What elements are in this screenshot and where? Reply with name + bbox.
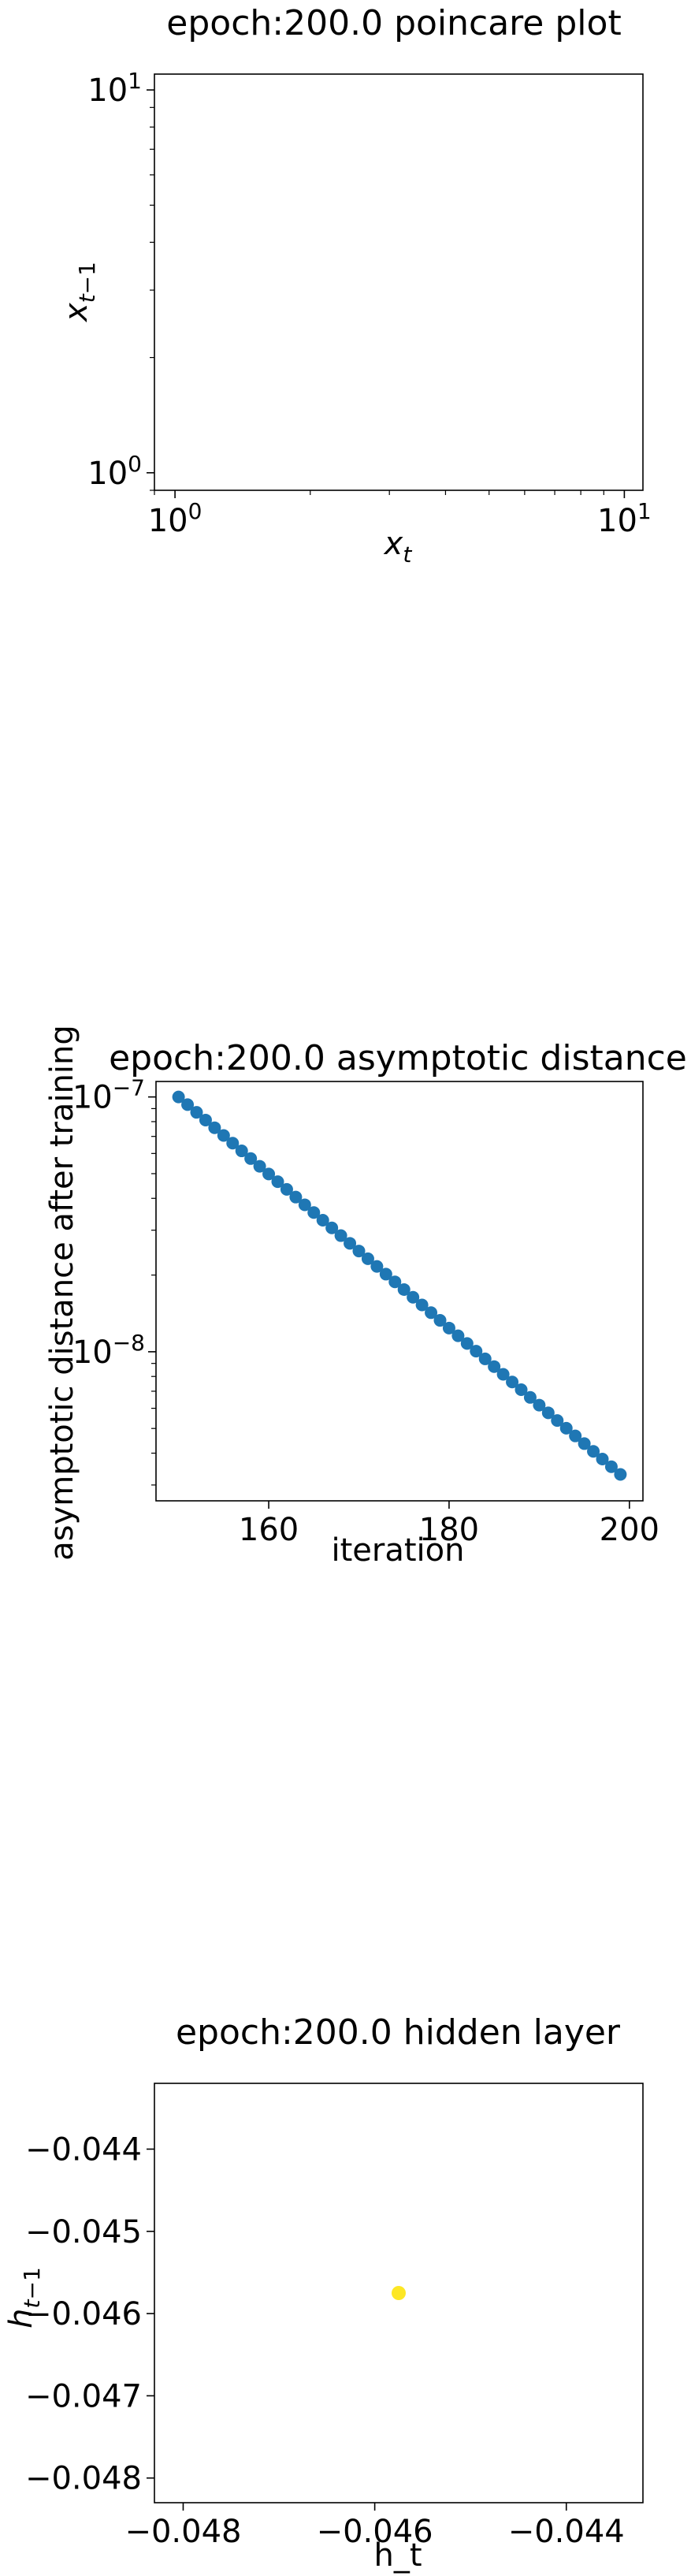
- asymptotic-point: [235, 1145, 248, 1158]
- asymptotic-point: [460, 1337, 474, 1350]
- asymptotic-point: [541, 1406, 555, 1420]
- hidden-y-tick-label: −0.044: [25, 2131, 142, 2168]
- asymptotic-point: [379, 1268, 392, 1281]
- poincare-y-axis: 100 101: [87, 68, 154, 492]
- asymptotic-point: [506, 1375, 519, 1389]
- asymptotic-x-tick-label: 200: [600, 1512, 659, 1548]
- hidden-y-tick-label: −0.045: [25, 2214, 142, 2250]
- asymptotic-point: [298, 1198, 311, 1212]
- asymptotic-point: [244, 1152, 258, 1165]
- asymptotic-point: [289, 1190, 303, 1204]
- asymptotic-point: [172, 1090, 185, 1104]
- asymptotic-point: [307, 1206, 321, 1219]
- asymptotic-point: [478, 1352, 492, 1365]
- hidden-y-tick-label: −0.046: [25, 2296, 142, 2332]
- asymptotic-point: [370, 1260, 384, 1273]
- asymptotic-y-tick-label: 10−8: [72, 1330, 145, 1371]
- asymptotic-point: [361, 1252, 374, 1265]
- asymptotic-point: [316, 1213, 329, 1227]
- asymptotic-point: [271, 1175, 284, 1189]
- hidden-ylabel: ht−1: [3, 2267, 45, 2328]
- asymptotic-point: [559, 1421, 573, 1435]
- asymptotic-title: epoch:200.0 asymptotic distance: [109, 1038, 687, 1078]
- asymptotic-xlabel: iteration: [332, 1532, 465, 1569]
- hidden-xlabel: h_t: [373, 2537, 422, 2574]
- hidden-y-tick-label: −0.048: [25, 2461, 142, 2497]
- asymptotic-point: [433, 1314, 447, 1327]
- asymptotic-point: [397, 1282, 411, 1296]
- hidden-plot-area: [154, 2083, 644, 2503]
- asymptotic-point: [425, 1306, 438, 1320]
- asymptotic-y-axis: 10−8 10−7: [72, 1075, 156, 1486]
- asymptotic-point: [253, 1160, 266, 1173]
- poincare-plot-area: [154, 73, 644, 491]
- asymptotic-point: [551, 1414, 564, 1428]
- asymptotic-point: [515, 1383, 528, 1397]
- asymptotic-point: [262, 1167, 276, 1181]
- asymptotic-point: [325, 1221, 339, 1234]
- poincare-title: epoch:200.0 poincare plot: [166, 3, 621, 43]
- asymptotic-point: [451, 1329, 465, 1342]
- asymptotic-point: [533, 1398, 546, 1412]
- asymptotic-x-axis: 160 180 200: [239, 1501, 659, 1548]
- asymptotic-point: [388, 1275, 402, 1289]
- asymptotic-ylabel: asymptotic distance after training: [44, 1025, 80, 1561]
- asymptotic-plot-area: [155, 1081, 644, 1502]
- asymptotic-y-tick-label: 10−7: [72, 1075, 145, 1116]
- asymptotic-x-tick-label: 180: [419, 1512, 479, 1548]
- asymptotic-point: [208, 1121, 221, 1134]
- hidden-x-tick-label: −0.044: [508, 2514, 625, 2550]
- asymptotic-point: [488, 1360, 501, 1373]
- hidden-x-tick-label: −0.048: [124, 2514, 241, 2550]
- hidden-y-axis: −0.048 −0.047 −0.046 −0.045 −0.044: [25, 2131, 154, 2497]
- asymptotic-point: [344, 1237, 357, 1250]
- asymptotic-point: [523, 1390, 537, 1404]
- poincare-x-tick-label: 101: [597, 498, 652, 539]
- asymptotic-point: [596, 1452, 609, 1465]
- asymptotic-point: [415, 1298, 429, 1312]
- asymptotic-point: [442, 1321, 455, 1335]
- asymptotic-point: [217, 1129, 230, 1142]
- asymptotic-point: [587, 1445, 600, 1458]
- poincare-ylabel: xt−1: [58, 262, 100, 323]
- asymptotic-point: [190, 1106, 203, 1119]
- hidden-point: [392, 2286, 406, 2300]
- asymptotic-points: [172, 1090, 627, 1481]
- hidden-x-axis: −0.048 −0.046 −0.044: [124, 2503, 625, 2550]
- asymptotic-point: [496, 1368, 510, 1381]
- asymptotic-point: [334, 1229, 347, 1242]
- asymptotic-panel: epoch:200.0 asymptotic distance 160 180 20…: [44, 1025, 687, 1569]
- asymptotic-x-tick-label: 160: [239, 1512, 299, 1548]
- asymptotic-point: [407, 1290, 420, 1304]
- poincare-y-tick-label: 101: [87, 68, 142, 109]
- poincare-y-tick-label: 100: [87, 451, 142, 492]
- hidden-panel: epoch:200.0 hidden layer −0.048 −0.046 −0.…: [3, 2012, 644, 2574]
- asymptotic-point: [199, 1113, 212, 1126]
- hidden-y-tick-label: −0.047: [25, 2378, 142, 2414]
- poincare-x-axis: 100 101: [148, 490, 652, 539]
- asymptotic-point: [604, 1460, 618, 1473]
- asymptotic-point: [352, 1245, 366, 1258]
- hidden-title: epoch:200.0 hidden layer: [176, 2012, 621, 2053]
- poincare-x-tick-label: 100: [148, 498, 202, 539]
- poincare-panel: epoch:200.0 poincare plot 100 101 100101 …: [58, 3, 652, 568]
- asymptotic-point: [569, 1429, 582, 1442]
- poincare-xlabel: xt: [383, 526, 413, 568]
- asymptotic-point: [226, 1137, 240, 1150]
- asymptotic-point: [614, 1468, 627, 1481]
- hidden-x-tick-label: −0.046: [317, 2514, 433, 2550]
- asymptotic-point: [280, 1182, 293, 1196]
- asymptotic-point: [470, 1345, 483, 1358]
- asymptotic-point: [181, 1098, 195, 1111]
- hidden-points: [392, 2286, 406, 2300]
- asymptotic-point: [578, 1437, 591, 1450]
